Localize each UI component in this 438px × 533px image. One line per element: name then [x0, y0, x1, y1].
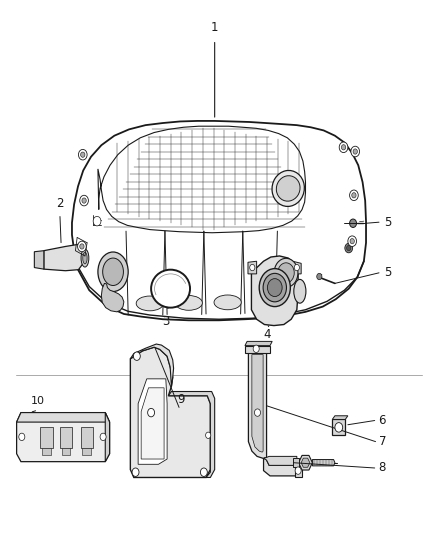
Text: 6: 6	[378, 414, 385, 427]
Circle shape	[82, 198, 86, 203]
Polygon shape	[34, 251, 44, 269]
Circle shape	[352, 192, 356, 198]
Ellipse shape	[175, 295, 202, 310]
Polygon shape	[44, 244, 83, 271]
Circle shape	[19, 433, 25, 441]
Polygon shape	[98, 126, 305, 233]
Ellipse shape	[81, 249, 89, 267]
Polygon shape	[299, 455, 312, 470]
Ellipse shape	[276, 176, 300, 201]
Circle shape	[350, 239, 354, 244]
Polygon shape	[332, 419, 345, 435]
Circle shape	[335, 423, 343, 432]
Ellipse shape	[252, 294, 276, 309]
Circle shape	[339, 142, 348, 152]
Circle shape	[317, 273, 322, 280]
Polygon shape	[72, 121, 366, 320]
Polygon shape	[105, 413, 110, 462]
Polygon shape	[82, 448, 91, 455]
Circle shape	[254, 409, 261, 416]
Polygon shape	[17, 413, 110, 422]
Ellipse shape	[83, 252, 87, 264]
Text: 1: 1	[211, 21, 219, 35]
Circle shape	[93, 216, 101, 226]
Circle shape	[134, 352, 140, 360]
Ellipse shape	[268, 279, 282, 296]
Polygon shape	[251, 256, 298, 326]
Circle shape	[80, 244, 84, 249]
Circle shape	[353, 149, 357, 154]
Circle shape	[346, 245, 351, 251]
Circle shape	[350, 219, 357, 228]
Circle shape	[81, 152, 85, 157]
Circle shape	[78, 241, 86, 252]
Circle shape	[350, 190, 358, 200]
Ellipse shape	[214, 295, 241, 310]
Circle shape	[250, 264, 255, 271]
Circle shape	[345, 243, 353, 253]
Polygon shape	[138, 379, 167, 464]
Text: 9: 9	[177, 393, 185, 406]
Text: 2: 2	[57, 197, 64, 209]
Polygon shape	[245, 342, 272, 345]
Polygon shape	[264, 456, 297, 465]
Ellipse shape	[259, 269, 290, 306]
Polygon shape	[264, 457, 296, 476]
Polygon shape	[293, 458, 299, 467]
Polygon shape	[293, 261, 301, 274]
Polygon shape	[81, 427, 93, 448]
Circle shape	[294, 264, 300, 271]
Ellipse shape	[98, 252, 128, 292]
Polygon shape	[141, 388, 164, 459]
Circle shape	[201, 468, 207, 477]
Ellipse shape	[274, 259, 298, 287]
Polygon shape	[252, 354, 263, 452]
Circle shape	[80, 195, 88, 206]
Text: 4: 4	[264, 328, 271, 341]
Polygon shape	[101, 284, 124, 312]
Polygon shape	[62, 448, 70, 455]
Circle shape	[348, 236, 357, 246]
Circle shape	[100, 433, 106, 441]
Ellipse shape	[272, 171, 304, 206]
Polygon shape	[131, 347, 210, 478]
Text: 7: 7	[379, 435, 386, 448]
Text: 3: 3	[162, 315, 170, 328]
Polygon shape	[17, 413, 110, 462]
Polygon shape	[248, 353, 267, 458]
Circle shape	[295, 467, 301, 474]
Polygon shape	[131, 344, 173, 386]
Circle shape	[205, 432, 211, 439]
Polygon shape	[301, 458, 310, 467]
Text: 10: 10	[31, 396, 45, 406]
Polygon shape	[332, 416, 348, 419]
Polygon shape	[60, 427, 72, 448]
Ellipse shape	[294, 279, 306, 303]
Ellipse shape	[102, 258, 124, 286]
Polygon shape	[40, 427, 53, 448]
Circle shape	[341, 144, 346, 150]
Circle shape	[148, 408, 155, 417]
Ellipse shape	[263, 273, 286, 302]
Polygon shape	[295, 464, 303, 478]
Circle shape	[253, 345, 259, 352]
Polygon shape	[168, 392, 215, 478]
Text: 5: 5	[384, 216, 392, 229]
Circle shape	[132, 468, 139, 477]
Text: 8: 8	[378, 462, 385, 474]
Text: 5: 5	[384, 266, 392, 279]
Polygon shape	[42, 448, 51, 455]
Circle shape	[351, 146, 360, 157]
Circle shape	[78, 149, 87, 160]
Ellipse shape	[278, 263, 294, 283]
Polygon shape	[245, 345, 270, 353]
Polygon shape	[248, 261, 257, 274]
Ellipse shape	[151, 270, 190, 308]
Ellipse shape	[136, 296, 163, 311]
Polygon shape	[312, 459, 335, 466]
